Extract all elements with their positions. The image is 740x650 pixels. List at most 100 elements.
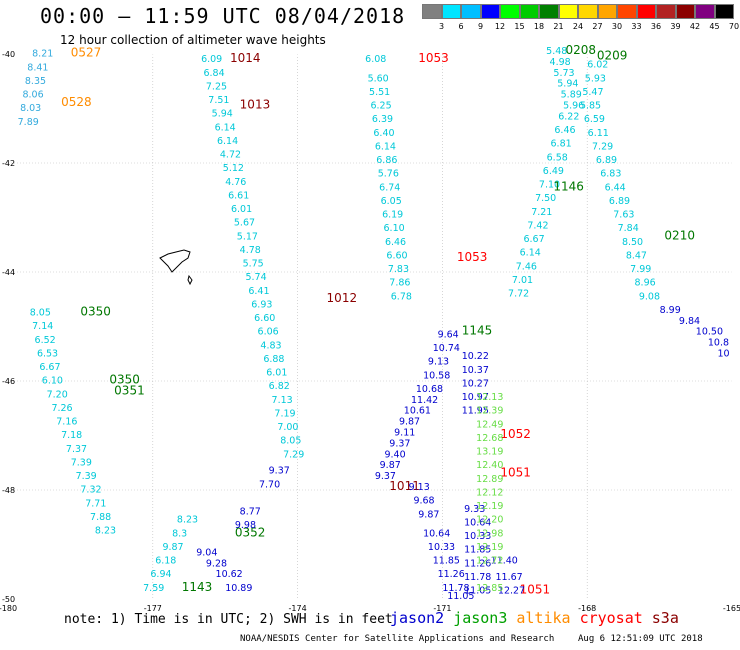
wave-height-value: 6.11 — [588, 128, 609, 139]
wave-height-value: 9.87 — [399, 417, 420, 428]
wave-height-value: 10.64 — [464, 517, 491, 528]
coastline-island — [159, 249, 193, 286]
wave-height-value: 12.13 — [476, 392, 503, 403]
lat-tick-label: -40 — [2, 50, 15, 59]
wave-height-value: 6.78 — [391, 291, 412, 302]
wave-height-value: 6.89 — [596, 155, 617, 166]
wave-height-value: 11.26 — [438, 569, 465, 580]
wave-height-value: 6.86 — [376, 155, 397, 166]
pass-time-label: 1014 — [230, 51, 261, 65]
wave-height-value: 8.23 — [95, 526, 116, 537]
wave-height-value: 7.25 — [206, 81, 227, 92]
wave-height-value: 10.97 — [462, 392, 489, 403]
wave-height-value: 6.81 — [551, 139, 572, 150]
island-shape — [159, 249, 191, 273]
lat-tick-label: -50 — [2, 595, 15, 604]
wave-height-value: 7.42 — [527, 220, 548, 231]
wave-height-value: 6.10 — [384, 223, 405, 234]
wave-height-value: 9.64 — [438, 329, 459, 340]
wave-height-value: 12.49 — [476, 419, 503, 430]
scale-label: 45 — [709, 22, 720, 31]
lon-tick-label: -177 — [144, 604, 162, 613]
legend-item-cryosat: cryosat — [579, 609, 643, 627]
wave-height-value: 7.29 — [592, 141, 613, 152]
pass-time-label: 1013 — [240, 98, 271, 112]
scale-swatch — [617, 4, 637, 19]
legend-item-s3a: s3a — [651, 609, 679, 627]
wave-height-value: 11.26 — [464, 558, 491, 569]
wave-height-value: 5.73 — [553, 68, 574, 79]
island-shape — [187, 274, 193, 286]
wave-height-value: 6.18 — [155, 556, 176, 567]
wave-height-value: 6.14 — [217, 136, 238, 147]
legend-item-jason2: jason2 — [390, 609, 445, 627]
pass-time-label: 1051 — [500, 465, 531, 479]
scale-swatch — [422, 4, 442, 19]
wave-height-value: 7.59 — [143, 583, 164, 594]
scale-swatch — [714, 4, 734, 19]
wave-height-value: 7.20 — [47, 389, 68, 400]
wave-height-value: 9.37 — [269, 466, 290, 477]
wave-height-value: 6.09 — [201, 54, 222, 65]
wave-height-value: 9.11 — [394, 428, 415, 439]
wave-height-value: 5.12 — [223, 163, 244, 174]
legend-item-altika: altika — [516, 609, 571, 627]
wave-height-value: 10.33 — [464, 531, 491, 542]
wave-height-value: 7.00 — [277, 422, 298, 433]
wave-height-value: 7.14 — [32, 321, 53, 332]
wave-height-value: 10.8 — [708, 338, 729, 349]
wave-height-value: 7.21 — [531, 207, 552, 218]
pass-time-label: 1143 — [182, 580, 213, 594]
wave-height-value: 4.76 — [225, 177, 246, 188]
wave-height-value: 5.76 — [378, 169, 399, 180]
wave-height-value: 5.93 — [585, 73, 606, 84]
scale-swatch — [597, 4, 617, 19]
wave-height-value: 8.47 — [626, 250, 647, 261]
scale-swatch — [558, 4, 578, 19]
scale-label: 33 — [631, 22, 642, 31]
lat-tick-label: -48 — [2, 486, 15, 495]
wave-height-value: 6.25 — [370, 101, 391, 112]
wave-height-value: 6.60 — [254, 313, 275, 324]
wave-height-value: 10 — [718, 348, 730, 359]
wave-height-value: 6.89 — [609, 196, 630, 207]
scale-swatch — [461, 4, 481, 19]
satellite-tracks: 8.21 8.41 8.35 8.06 8.03 7.89 0527 0528 6.09 6.84… — [18, 43, 730, 602]
wave-height-value: 13.19 — [476, 447, 503, 458]
pass-time-label: 1051 — [520, 583, 551, 597]
wave-height-value: 6.60 — [386, 250, 407, 261]
legend-item-jason3: jason3 — [453, 609, 508, 627]
wave-height-value: 10.58 — [423, 370, 450, 381]
scale-swatch — [480, 4, 500, 19]
wave-height-value: 9.87 — [418, 509, 439, 520]
scale-swatch — [578, 4, 598, 19]
wave-height-value: 9.68 — [413, 496, 434, 507]
wave-height-value: 6.74 — [379, 182, 400, 193]
wave-height-value: 12.85 — [476, 583, 503, 594]
wave-height-value: 10.64 — [423, 528, 450, 539]
wave-height-value: 5.48 — [546, 46, 567, 57]
wave-height-value: 6.46 — [385, 237, 406, 248]
wave-height-value: 12.40 — [476, 460, 503, 471]
wave-height-value: 7.39 — [71, 457, 92, 468]
pass-time-label: 0527 — [71, 46, 102, 60]
wave-height-value: 6.84 — [203, 68, 224, 79]
wave-height-value: 11.42 — [411, 395, 438, 406]
wave-height-value: 10.22 — [462, 351, 489, 362]
wave-height-value: 10.68 — [416, 384, 443, 395]
wave-height-value: 9.87 — [162, 542, 183, 553]
wave-height-value: 7.01 — [512, 275, 533, 286]
wave-height-value: 8.35 — [25, 76, 46, 87]
wave-height-value: 7.83 — [388, 264, 409, 275]
wave-height-value: 7.51 — [208, 95, 229, 106]
scale-label: 15 — [514, 22, 525, 31]
wave-height-value: 9.33 — [464, 504, 485, 515]
wave-height-value: 5.74 — [245, 272, 266, 283]
wave-height-value: 10.37 — [462, 365, 489, 376]
wave-height-value: 9.08 — [639, 291, 660, 302]
wave-height-value: 12.19 — [476, 501, 503, 512]
wave-height-value: 7.29 — [283, 449, 304, 460]
wave-height-value: 11.85 — [464, 545, 491, 556]
scale-swatch — [441, 4, 461, 19]
scale-swatch — [656, 4, 676, 19]
